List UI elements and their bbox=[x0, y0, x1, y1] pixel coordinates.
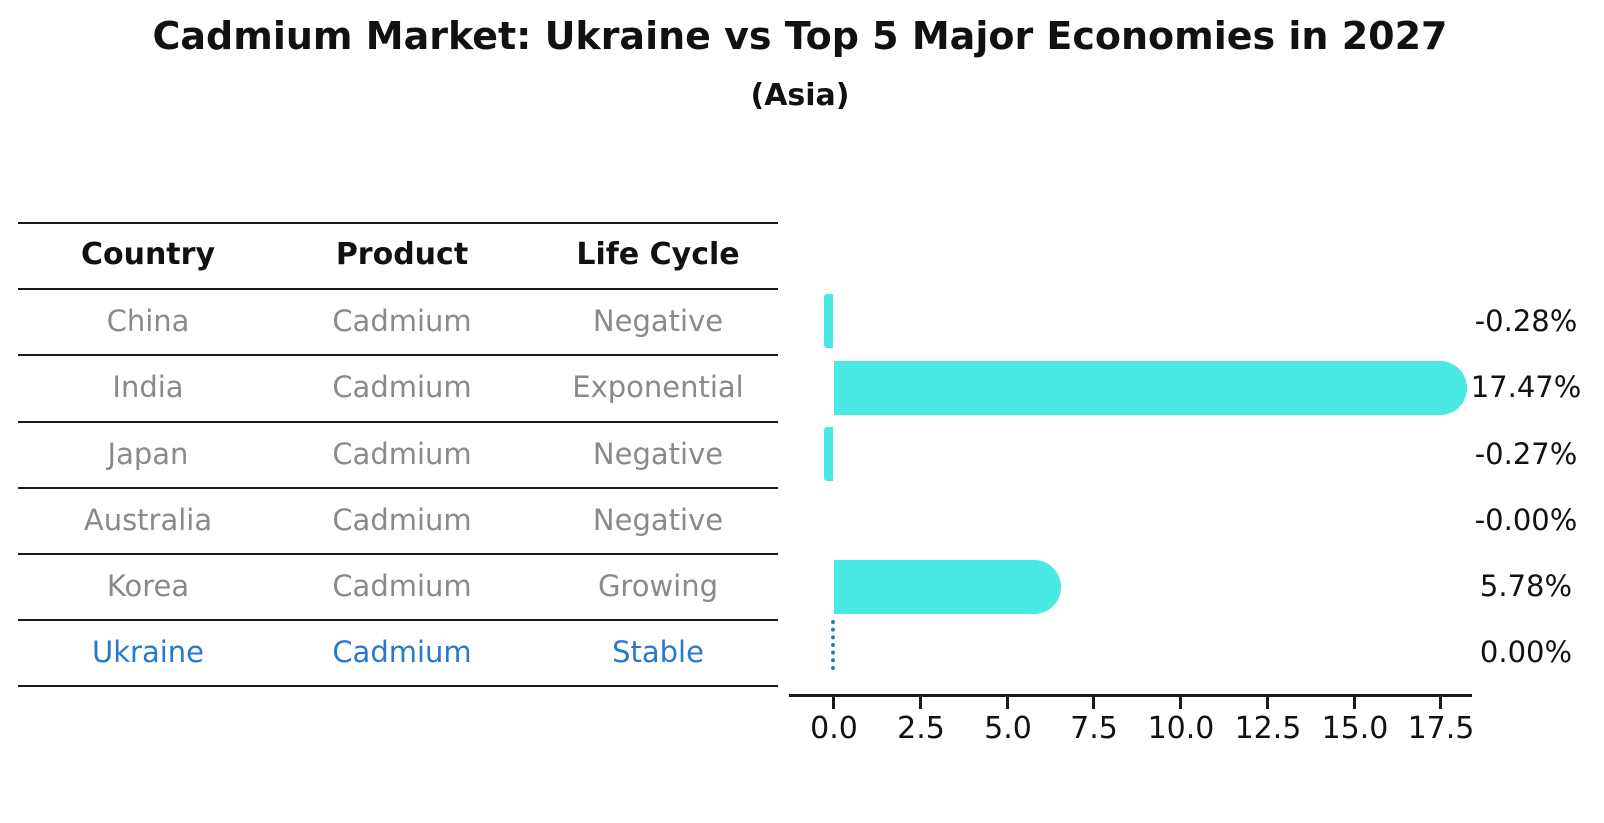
x-tick-label: 12.5 bbox=[1234, 711, 1302, 746]
x-axis-tick bbox=[919, 695, 922, 709]
x-axis-tick bbox=[1092, 695, 1095, 709]
x-tick-label: 7.5 bbox=[1070, 711, 1118, 746]
value-label-australia: -0.00% bbox=[1474, 503, 1578, 537]
x-axis-tick bbox=[832, 695, 835, 709]
cell-product: Cadmium bbox=[332, 370, 472, 404]
ukraine-zero-reference-line bbox=[831, 620, 835, 670]
x-tick-label: 0.0 bbox=[810, 711, 858, 746]
cell-country: Ukraine bbox=[92, 635, 204, 669]
cell-life-cycle: Negative bbox=[592, 437, 724, 471]
x-axis-tick bbox=[1006, 695, 1009, 709]
value-label-india: 17.47% bbox=[1470, 370, 1582, 404]
cell-life-cycle: Exponential bbox=[572, 370, 744, 404]
cell-country: Korea bbox=[106, 569, 190, 603]
value-label-china: -0.28% bbox=[1474, 304, 1578, 338]
bar-china bbox=[823, 294, 834, 348]
table-rule bbox=[18, 619, 778, 621]
x-tick-label: 5.0 bbox=[984, 711, 1032, 746]
cell-product: Cadmium bbox=[332, 635, 472, 669]
x-tick-label: 15.0 bbox=[1321, 711, 1389, 746]
cell-country: China bbox=[106, 304, 190, 338]
table-header-product: Product bbox=[335, 237, 469, 272]
bar-japan bbox=[824, 427, 834, 481]
x-axis-tick bbox=[1439, 695, 1442, 709]
cell-life-cycle: Negative bbox=[592, 503, 724, 537]
cell-life-cycle: Stable bbox=[612, 635, 704, 669]
table-header-country: Country bbox=[80, 237, 216, 272]
table-header-life-cycle: Life Cycle bbox=[576, 237, 740, 272]
x-tick-label: 17.5 bbox=[1407, 711, 1475, 746]
cell-life-cycle: Negative bbox=[592, 304, 724, 338]
bar-india bbox=[833, 360, 1467, 415]
cell-product: Cadmium bbox=[332, 437, 472, 471]
bar-korea bbox=[833, 559, 1062, 614]
cell-life-cycle: Growing bbox=[597, 569, 719, 603]
table-rule bbox=[18, 354, 778, 356]
cell-product: Cadmium bbox=[332, 569, 472, 603]
x-tick-label: 10.0 bbox=[1147, 711, 1215, 746]
table-rule bbox=[18, 487, 778, 489]
chart-title: Cadmium Market: Ukraine vs Top 5 Major E… bbox=[152, 14, 1448, 58]
table-rule bbox=[18, 421, 778, 423]
value-label-korea: 5.78% bbox=[1479, 569, 1573, 603]
cell-country: India bbox=[112, 370, 184, 404]
x-axis-spine bbox=[789, 694, 1472, 697]
x-tick-label: 2.5 bbox=[897, 711, 945, 746]
value-label-japan: -0.27% bbox=[1474, 437, 1578, 471]
cell-country: Australia bbox=[83, 503, 213, 537]
chart-subtitle: (Asia) bbox=[750, 78, 850, 113]
x-axis-tick bbox=[1266, 695, 1269, 709]
table-rule bbox=[18, 222, 778, 224]
x-axis-tick bbox=[1179, 695, 1182, 709]
cell-product: Cadmium bbox=[332, 304, 472, 338]
cell-country: Japan bbox=[107, 437, 189, 471]
cell-product: Cadmium bbox=[332, 503, 472, 537]
table-rule bbox=[18, 288, 778, 290]
x-axis-tick bbox=[1353, 695, 1356, 709]
table-rule bbox=[18, 685, 778, 687]
value-label-ukraine: 0.00% bbox=[1479, 635, 1573, 669]
table-rule bbox=[18, 553, 778, 555]
